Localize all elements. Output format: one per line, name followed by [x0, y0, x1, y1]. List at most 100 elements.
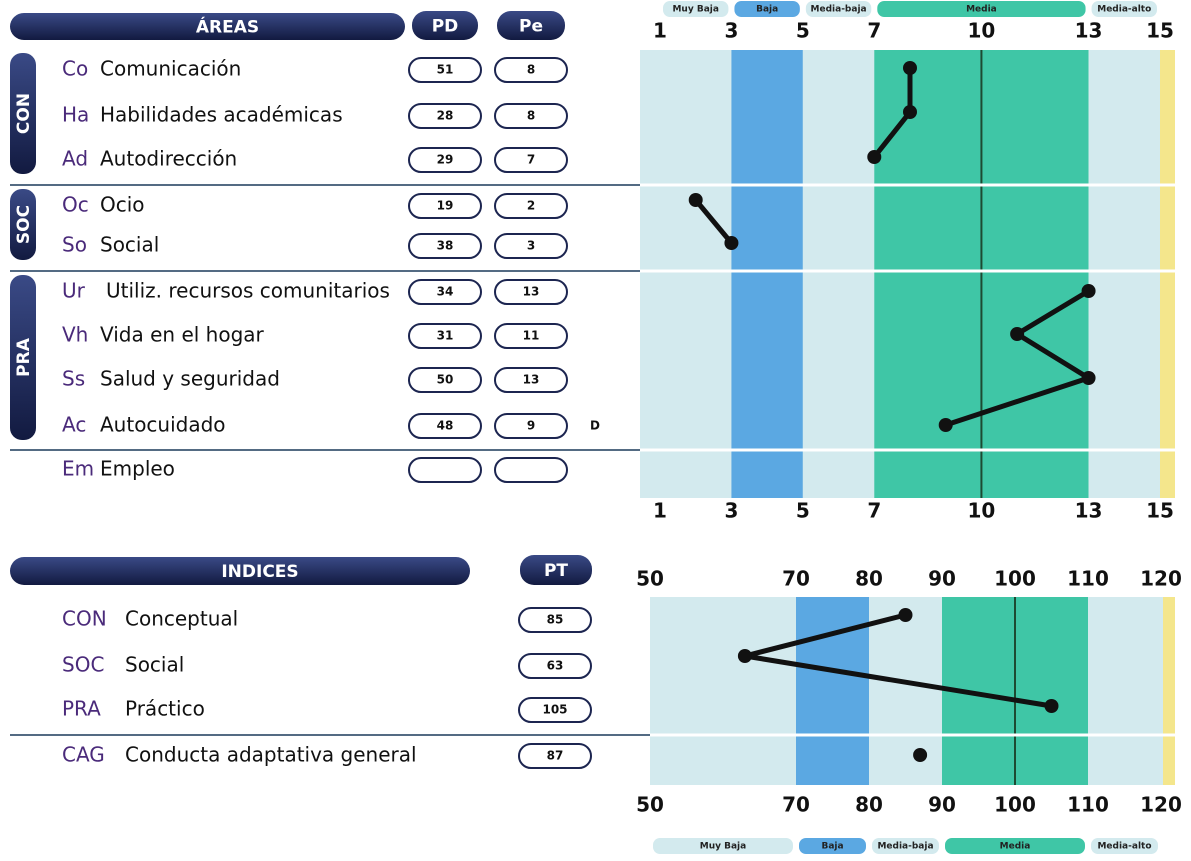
- x-tick-label: 70: [782, 567, 810, 591]
- profile-point: [903, 61, 917, 75]
- x-tick-label: 80: [855, 793, 883, 817]
- row-code: Ad: [62, 147, 88, 171]
- group-label: PRA: [14, 337, 34, 377]
- row-code: Vh: [62, 323, 88, 347]
- band: [1088, 50, 1160, 498]
- score-pill: [494, 413, 568, 439]
- score: 63: [547, 659, 564, 673]
- band: [731, 50, 803, 498]
- score-pill: [408, 367, 482, 393]
- score-pill: [494, 279, 568, 305]
- score: 51: [437, 63, 454, 77]
- legend-label: Baja: [821, 842, 843, 852]
- x-tick-label: 10: [968, 499, 996, 523]
- x-tick-label: 80: [855, 567, 883, 591]
- x-tick-label: 1: [653, 499, 667, 523]
- score: 50: [437, 373, 454, 387]
- score-pill: [518, 743, 592, 769]
- x-tick-label: 50: [636, 567, 664, 591]
- score-pill: [408, 323, 482, 349]
- row-code: Co: [62, 57, 88, 81]
- x-tick-label: 50: [636, 793, 664, 817]
- profile-point: [938, 418, 953, 432]
- row-label: Vida en el hogar: [100, 323, 265, 347]
- score-pill: [518, 607, 592, 633]
- column-pill: [520, 555, 592, 585]
- score-pill: [494, 193, 568, 219]
- legend-pill: [653, 838, 793, 854]
- score: 34: [437, 285, 454, 299]
- row-label: Conceptual: [125, 607, 238, 631]
- row-label: Práctico: [125, 697, 205, 721]
- band: [650, 597, 796, 785]
- profile-point: [737, 649, 752, 663]
- row-label: Conducta adaptativa general: [125, 743, 417, 767]
- profile-point: [903, 105, 917, 119]
- score: 11: [523, 329, 540, 343]
- profile-point: [1081, 284, 1096, 298]
- profile-point: [913, 748, 928, 762]
- header-title: INDICES: [221, 562, 298, 582]
- plot-edge: [1157, 50, 1175, 498]
- x-tick-label: 1: [653, 19, 667, 43]
- legend-label: Media-baja: [811, 5, 867, 15]
- legend-label: Baja: [756, 5, 778, 15]
- row-label: Utiliz. recursos comunitarios: [106, 279, 390, 303]
- score-pill: [408, 413, 482, 439]
- header-pill: [10, 557, 470, 585]
- row-code: Ha: [62, 103, 89, 127]
- x-tick-label: 120: [1140, 793, 1182, 817]
- x-tick-label: 120: [1140, 567, 1182, 591]
- legend-pill: [805, 1, 872, 17]
- row-label: Salud y seguridad: [100, 367, 280, 391]
- group-pill: [10, 275, 36, 440]
- legend-label: Media-alto: [1097, 5, 1151, 15]
- group-pill: [10, 189, 36, 260]
- score-pill: [494, 457, 568, 483]
- row-code: Ac: [62, 413, 86, 437]
- score: 105: [542, 703, 567, 717]
- x-tick-label: 15: [1146, 19, 1174, 43]
- score-pill: [408, 193, 482, 219]
- x-tick-label: 5: [796, 19, 810, 43]
- score-pill: [408, 57, 482, 83]
- x-tick-label: 3: [724, 499, 738, 523]
- legend-pill: [1091, 838, 1158, 854]
- column-pill: [497, 11, 565, 40]
- row-label: Habilidades académicas: [100, 103, 343, 127]
- profile-point: [898, 608, 913, 622]
- x-tick-label: 110: [1067, 567, 1109, 591]
- plot-edge: [1163, 597, 1175, 785]
- profile-point: [1010, 327, 1025, 341]
- row-code: CON: [62, 607, 107, 631]
- group-label: SOC: [14, 205, 34, 244]
- x-tick-label: 7: [867, 499, 881, 523]
- band: [1088, 597, 1161, 785]
- header-pill: [10, 13, 405, 40]
- row-code: SOC: [62, 653, 104, 677]
- x-tick-label: 110: [1067, 793, 1109, 817]
- legend-pill: [734, 1, 800, 17]
- x-tick-label: 100: [994, 567, 1036, 591]
- legend-label: Muy Baja: [672, 5, 718, 15]
- x-tick-label: 70: [782, 793, 810, 817]
- score-pill: [408, 103, 482, 129]
- row-code: Em: [62, 457, 94, 481]
- x-tick-label: 13: [1075, 499, 1103, 523]
- legend-pill: [799, 838, 866, 854]
- row-code: So: [62, 233, 87, 257]
- score: 3: [527, 239, 535, 253]
- score-pill: [408, 147, 482, 173]
- row-label: Social: [125, 653, 184, 677]
- score: 13: [523, 373, 540, 387]
- legend-label: Media: [966, 5, 997, 15]
- row-label: Social: [100, 233, 159, 257]
- score: 8: [527, 63, 535, 77]
- column-header: PD: [432, 17, 459, 37]
- profile-point: [867, 150, 882, 164]
- row-code: Ur: [62, 279, 86, 303]
- x-tick-label: 90: [928, 793, 956, 817]
- profile-line: [944, 288, 1095, 428]
- score: 13: [523, 285, 540, 299]
